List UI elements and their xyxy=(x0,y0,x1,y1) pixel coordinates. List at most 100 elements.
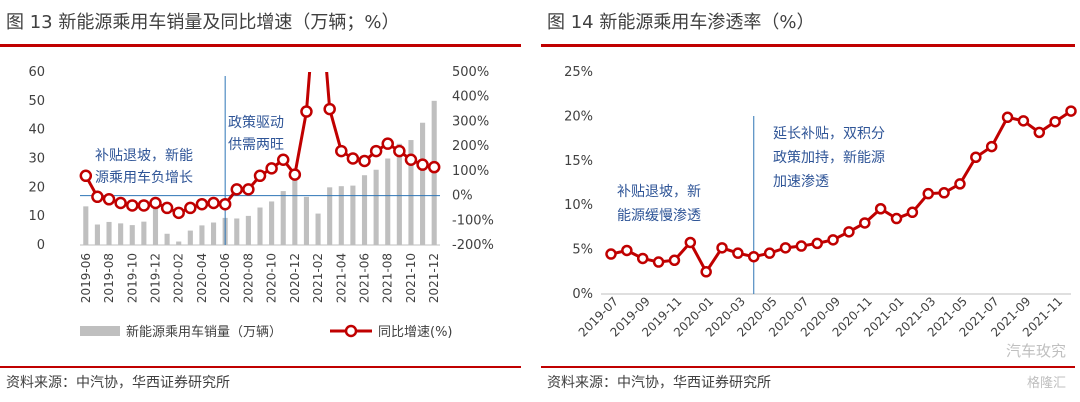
sales-bar xyxy=(176,241,182,245)
left-chart-title: 图 13 新能源乘用车销量及同比增速（万辆；%） xyxy=(6,12,400,33)
sales-bar xyxy=(385,158,391,245)
left-title-rule xyxy=(0,44,521,47)
penetration-point xyxy=(716,242,728,254)
penetration-point xyxy=(700,266,712,278)
y-left-tick-label: 60 xyxy=(28,65,45,80)
right-penetration-chart: 0%5%10%15%20%25%2019-072019-092019-11202… xyxy=(564,65,1077,340)
legend-line-marker xyxy=(344,324,358,338)
penetration-point xyxy=(1033,126,1046,139)
x-tick-label: 2021-06 xyxy=(358,253,372,303)
right-source-rule xyxy=(541,366,1075,368)
x-tick-label: 2020-02 xyxy=(172,253,186,303)
yoy-point xyxy=(276,153,290,166)
right-chart-title: 图 14 新能源乘用车渗透率（%） xyxy=(547,12,815,33)
y-right-tick-label: 500% xyxy=(452,65,489,80)
sales-bar xyxy=(187,230,193,245)
annotation-policy-line2: 供需两旺 xyxy=(228,137,284,153)
sales-bar xyxy=(327,187,333,245)
yoy-point xyxy=(253,169,267,183)
annotation-subsidy-line2: 能源缓慢渗透 xyxy=(617,207,701,224)
penetration-point xyxy=(906,206,919,219)
left-source-note: 资料来源：中汽协，华西证券研究所 xyxy=(6,375,230,391)
x-tick-label: 2019-10 xyxy=(125,253,139,303)
yoy-point xyxy=(230,183,244,196)
y-tick-label: 5% xyxy=(572,243,593,258)
yoy-point xyxy=(184,201,197,215)
sales-bar xyxy=(420,122,426,245)
penetration-point xyxy=(859,217,871,229)
y-right-tick-label: -200% xyxy=(452,238,494,253)
y-right-tick-label: 200% xyxy=(452,139,489,154)
yoy-point xyxy=(346,152,360,165)
sales-bar xyxy=(129,225,135,245)
penetration-point xyxy=(970,151,982,163)
penetration-point xyxy=(605,248,617,260)
yoy-point xyxy=(172,206,185,220)
sales-bar xyxy=(280,191,286,245)
yoy-point xyxy=(335,144,348,158)
penetration-point xyxy=(938,187,950,199)
yoy-point xyxy=(79,169,93,183)
sales-bar xyxy=(199,225,205,245)
penetration-point xyxy=(1049,115,1061,128)
x-tick-label: 2021-04 xyxy=(334,253,348,303)
x-tick-label: 2019-08 xyxy=(102,253,116,303)
y-right-tick-label: 400% xyxy=(452,90,489,105)
penetration-point xyxy=(763,247,776,259)
watermark-brand: 格隆汇 xyxy=(1026,376,1066,391)
x-tick-label: 2021-12 xyxy=(427,253,441,303)
sales-bar xyxy=(141,221,147,245)
legend-bar-label: 新能源乘用车销量（万辆） xyxy=(126,324,282,340)
x-tick-label: 2021-08 xyxy=(381,253,395,303)
annotation-subsidy-line1: 补贴退坡，新 xyxy=(617,184,701,200)
yoy-point xyxy=(195,197,209,211)
penetration-point xyxy=(732,247,744,259)
right-title-rule xyxy=(541,44,1075,47)
y-tick-label: 20% xyxy=(564,109,593,124)
yoy-point xyxy=(242,183,255,196)
yoy-point xyxy=(300,105,313,118)
watermark-text: 汽车玫究 xyxy=(1005,342,1066,360)
penetration-point xyxy=(1065,105,1077,117)
y-right-tick-label: 300% xyxy=(452,114,489,129)
annotation-extend-line2: 政策加持，新能源 xyxy=(773,149,885,166)
left-source-rule xyxy=(0,366,521,368)
penetration-point xyxy=(922,187,934,200)
sales-bar xyxy=(94,224,100,245)
sales-bar xyxy=(234,218,240,245)
yoy-point xyxy=(160,201,174,215)
x-tick-label: 2020-10 xyxy=(265,253,279,303)
sales-bar xyxy=(257,207,263,245)
annotation-extend-line3: 加速渗透 xyxy=(773,174,829,190)
yoy-point xyxy=(381,137,394,150)
yoy-point xyxy=(369,144,383,158)
penetration-point xyxy=(954,178,966,190)
x-tick-label: 2020-04 xyxy=(195,253,209,303)
sales-bar xyxy=(396,143,402,245)
y-right-tick-label: -100% xyxy=(452,213,494,228)
y-tick-label: 0% xyxy=(572,287,593,302)
penetration-point xyxy=(652,256,665,268)
legend-bar-swatch xyxy=(80,326,120,336)
sales-bar xyxy=(83,206,89,245)
yoy-point xyxy=(265,162,278,175)
yoy-point xyxy=(404,153,418,166)
annotation-subsidy-line1: 补贴退坡，新能 xyxy=(95,148,193,164)
annotation-extend-line1: 延长补贴，双积分 xyxy=(773,126,885,142)
yoy-point xyxy=(393,144,406,158)
x-tick-label: 2021-02 xyxy=(311,253,325,303)
y-right-tick-label: 0% xyxy=(452,189,473,204)
y-left-tick-label: 50 xyxy=(28,94,45,109)
x-tick-label: 2019-06 xyxy=(79,253,93,303)
yoy-point xyxy=(358,154,371,168)
sales-bar xyxy=(118,223,124,245)
y-left-tick-label: 10 xyxy=(28,209,45,224)
x-tick-label: 2020-08 xyxy=(241,253,255,303)
penetration-point xyxy=(621,244,633,257)
left-panel: 图 13 新能源乘用车销量及同比增速（万辆；%） 0 10 20 30 40 50 60 -2… xyxy=(0,0,527,402)
sales-bar xyxy=(106,221,112,245)
annotation-subsidy-line2: 源乘用车负增长 xyxy=(95,169,193,186)
y-left-tick-label: 0 xyxy=(37,238,45,253)
penetration-point xyxy=(890,212,903,225)
penetration-point xyxy=(779,242,792,254)
